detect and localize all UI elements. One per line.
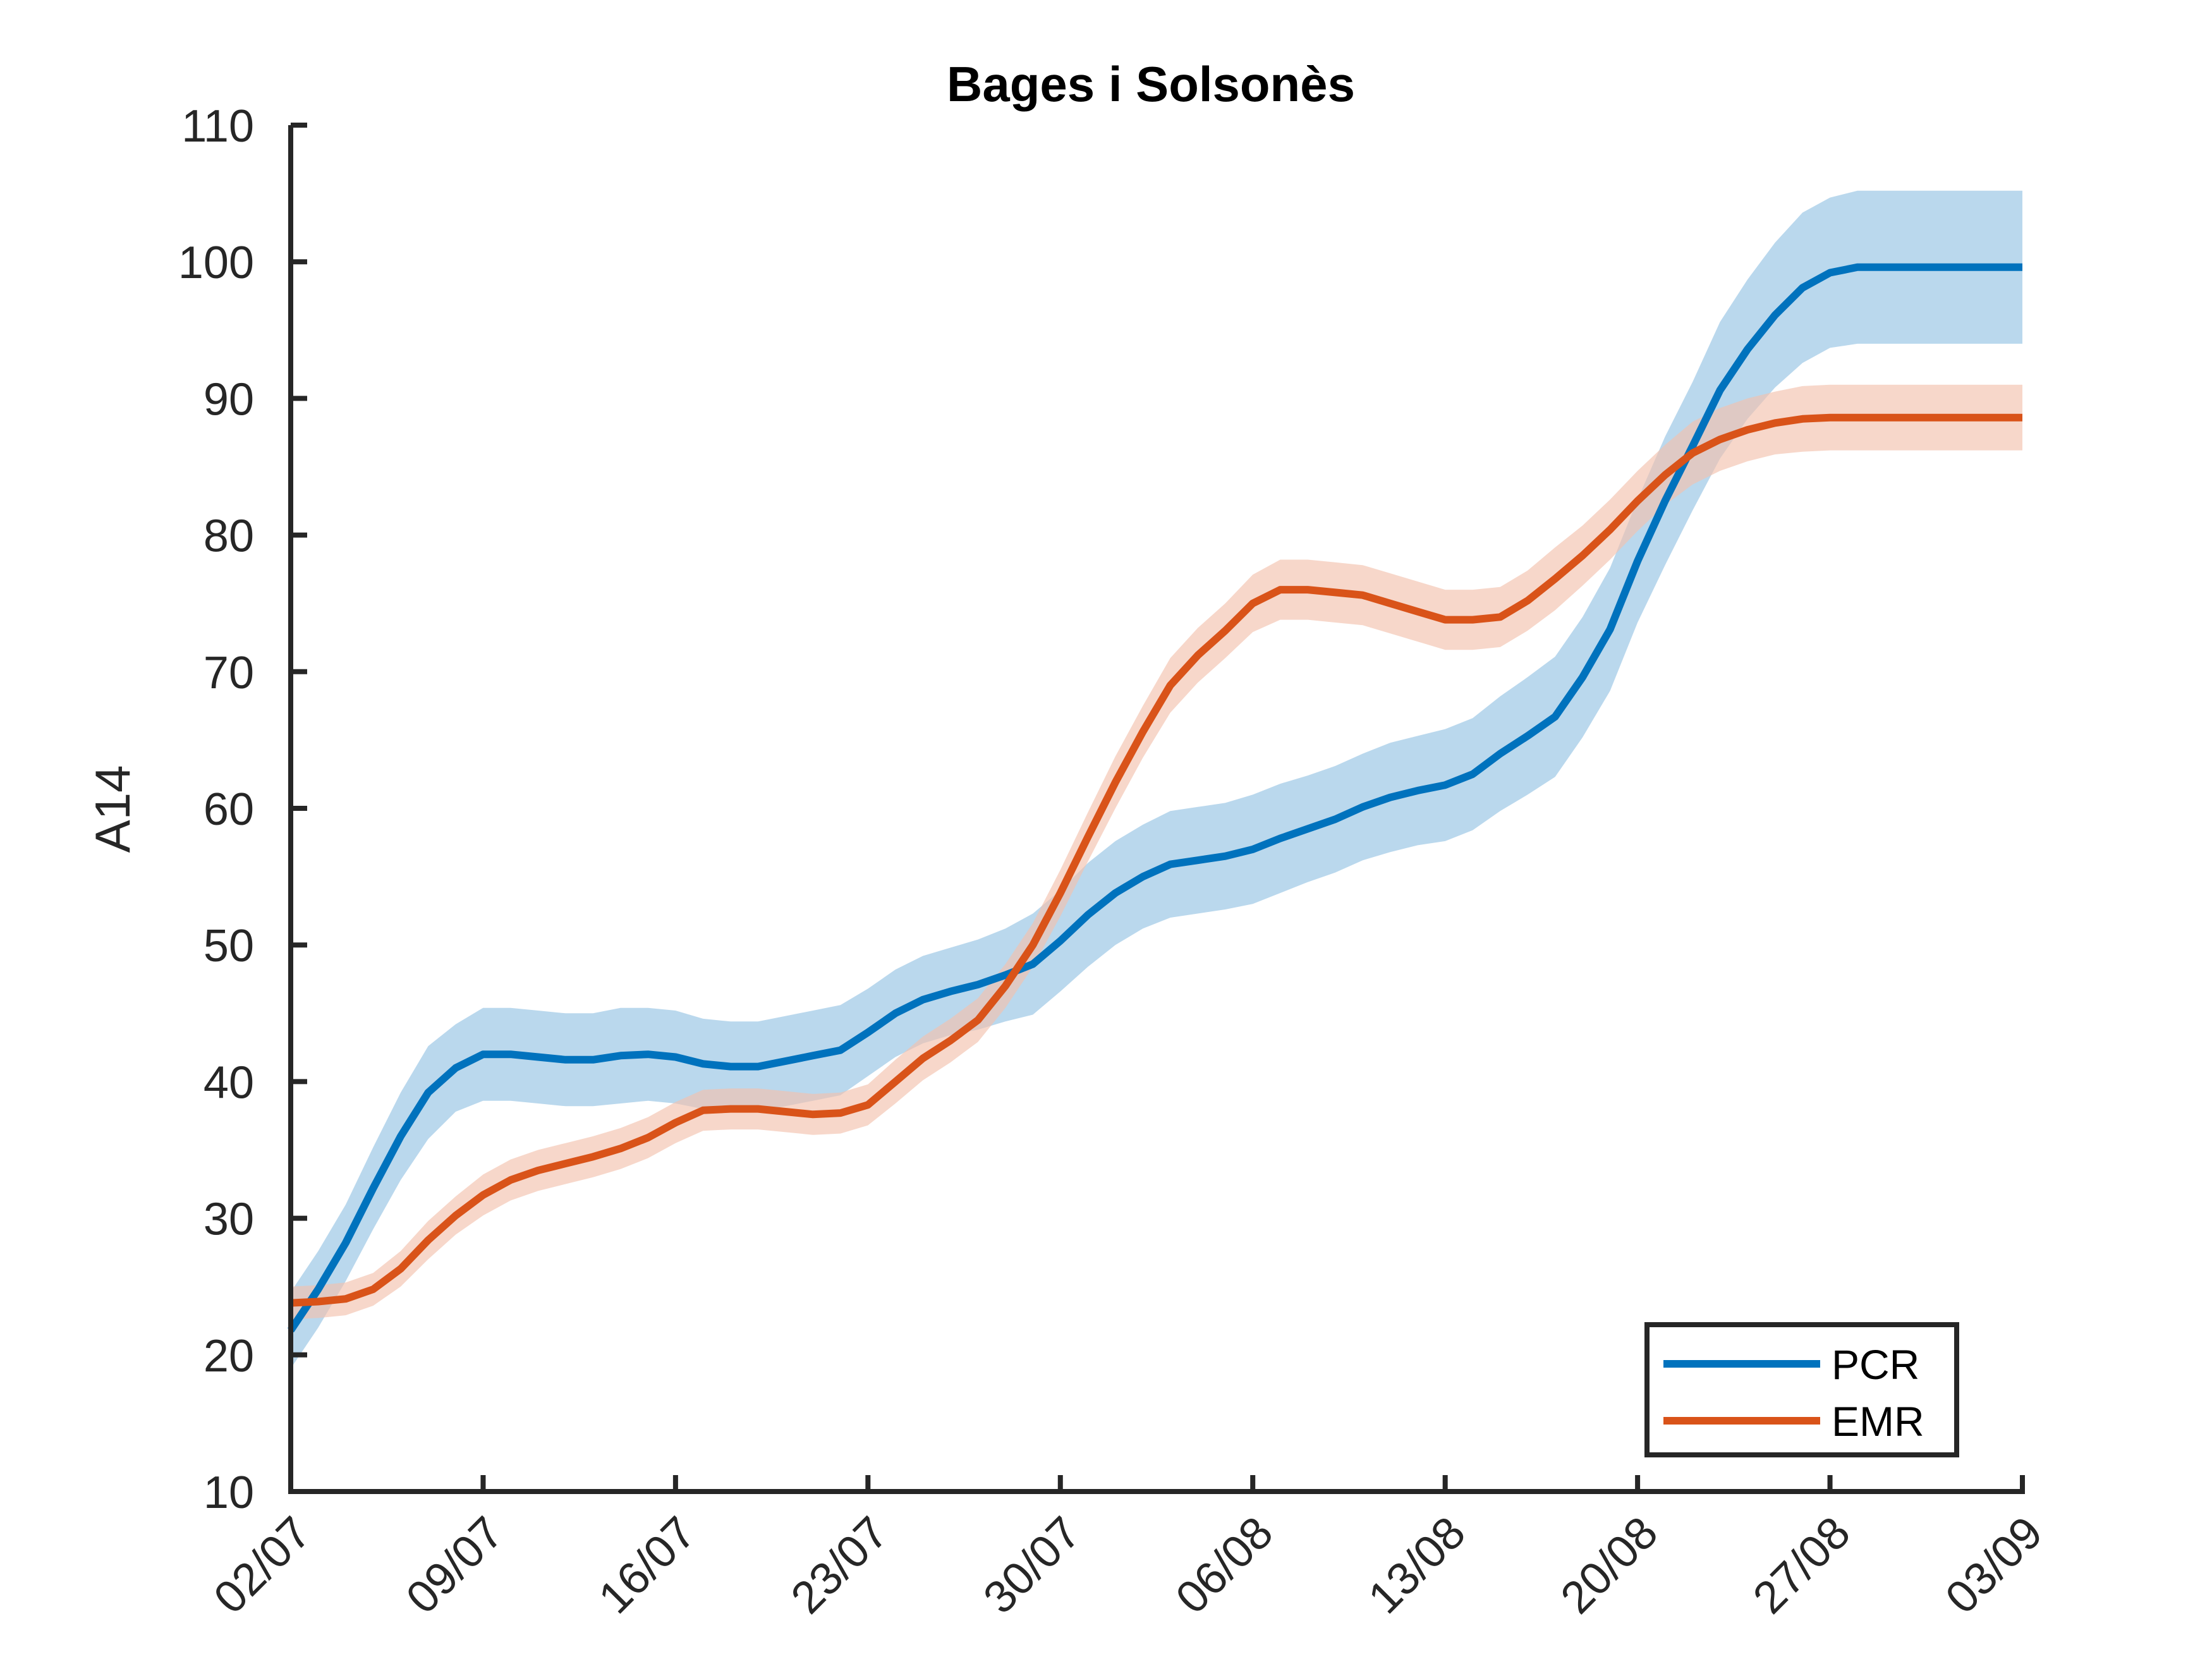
x-tick-label: 03/09 (1936, 1507, 2052, 1624)
confidence-bands (291, 190, 2022, 1369)
x-tick-label: 30/07 (974, 1507, 1090, 1624)
x-tick-label: 20/08 (1551, 1507, 1667, 1624)
y-axis-label: A14 (85, 765, 140, 853)
y-tick-label: 70 (204, 648, 254, 698)
legend-label-emr: EMR (1832, 1398, 1924, 1445)
legend-box (1644, 1322, 1959, 1457)
y-tick-label: 90 (204, 374, 254, 425)
series-line-pcr (288, 263, 2022, 1333)
series-line-emr (290, 413, 2022, 1307)
y-tick-label: 60 (204, 784, 254, 835)
x-tick-label: 02/07 (204, 1507, 320, 1624)
confidence-band-emr (291, 384, 2022, 1320)
x-tick-label: 23/07 (782, 1507, 898, 1624)
legend: PCR EMR (1644, 1322, 1959, 1457)
y-tick-label: 10 (204, 1468, 254, 1518)
confidence-band-pcr (291, 190, 2022, 1369)
y-tick-label: 20 (204, 1331, 254, 1382)
y-tick-label: 100 (178, 238, 254, 288)
x-tick-label: 27/08 (1744, 1507, 1860, 1624)
y-tick-label: 30 (204, 1194, 254, 1245)
x-tick-label: 13/08 (1359, 1507, 1475, 1624)
chart-title: Bages i Solsonès (947, 56, 1355, 112)
y-tick-label: 80 (204, 511, 254, 562)
y-tick-label: 40 (204, 1057, 254, 1108)
y-tick-label: 50 (204, 921, 254, 971)
x-tick-label: 16/07 (589, 1507, 705, 1624)
y-tick-label: 110 (181, 101, 254, 152)
x-tick-label: 09/07 (397, 1507, 513, 1624)
x-tick-label: 06/08 (1167, 1507, 1283, 1624)
legend-label-pcr: PCR (1832, 1341, 1919, 1388)
series-lines (288, 263, 2022, 1333)
